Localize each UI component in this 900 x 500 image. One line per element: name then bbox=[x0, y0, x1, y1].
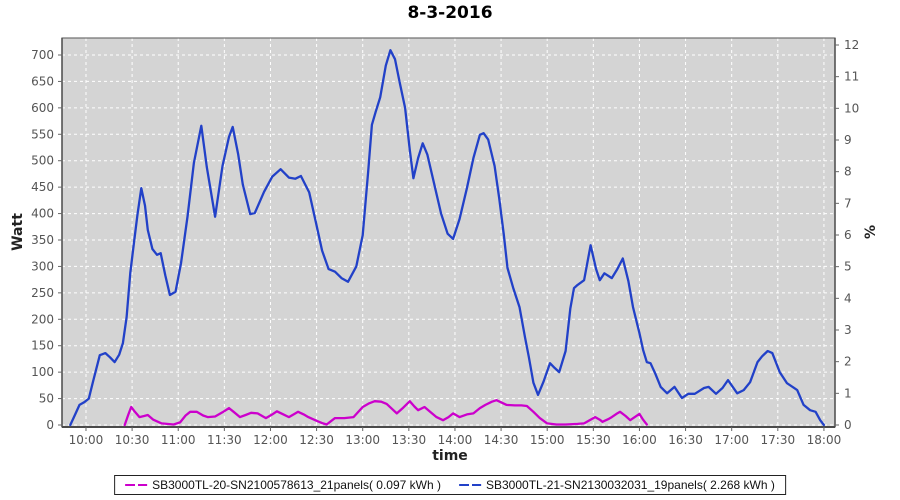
series-line-0 bbox=[123, 399, 648, 427]
left-tick-label: 50 bbox=[39, 392, 54, 406]
left-tick-label: 350 bbox=[31, 233, 54, 247]
right-tick-label: 9 bbox=[844, 133, 852, 147]
x-tick-label: 11:30 bbox=[207, 433, 242, 447]
x-tick-label: 16:30 bbox=[668, 433, 703, 447]
right-tick-label: 11 bbox=[844, 70, 859, 84]
left-tick-label: 450 bbox=[31, 180, 54, 194]
legend-swatch-blue bbox=[459, 484, 481, 486]
chart-title: 8-3-2016 bbox=[407, 3, 493, 23]
right-tick-label: 1 bbox=[844, 386, 852, 400]
left-tick-label: 650 bbox=[31, 74, 54, 88]
x-tick-label: 10:30 bbox=[115, 433, 150, 447]
left-tick-label: 0 bbox=[46, 418, 54, 432]
right-axis-title: % bbox=[863, 224, 879, 240]
x-tick-label: 17:30 bbox=[761, 433, 796, 447]
right-tick-label: 4 bbox=[844, 291, 852, 305]
x-tick-label: 12:00 bbox=[253, 433, 288, 447]
legend-item: SB3000TL-21-SN2130032031_19panels( 2.268… bbox=[459, 478, 775, 492]
x-tick-label: 12:30 bbox=[299, 433, 334, 447]
right-tick-label: 12 bbox=[844, 38, 859, 52]
left-tick-label: 200 bbox=[31, 312, 54, 326]
left-tick-label: 600 bbox=[31, 101, 54, 115]
left-tick-label: 700 bbox=[31, 48, 54, 62]
right-tick-label: 7 bbox=[844, 196, 852, 210]
left-tick-label: 500 bbox=[31, 154, 54, 168]
x-tick-label: 16:00 bbox=[622, 433, 657, 447]
x-axis-title: time bbox=[432, 448, 468, 464]
x-tick-label: 14:30 bbox=[484, 433, 519, 447]
right-tick-label: 5 bbox=[844, 260, 852, 274]
left-tick-label: 100 bbox=[31, 365, 54, 379]
right-tick-label: 6 bbox=[844, 228, 852, 242]
right-tick-label: 8 bbox=[844, 165, 852, 179]
x-tick-label: 15:00 bbox=[530, 433, 565, 447]
x-tick-label: 18:00 bbox=[807, 433, 842, 447]
x-tick-label: 10:00 bbox=[69, 433, 104, 447]
right-tick-label: 0 bbox=[844, 418, 852, 432]
left-tick-label: 550 bbox=[31, 127, 54, 141]
x-tick-label: 14:00 bbox=[438, 433, 473, 447]
left-tick-label: 300 bbox=[31, 259, 54, 273]
right-tick-label: 10 bbox=[844, 101, 859, 115]
legend-item: SB3000TL-20-SN2100578613_21panels( 0.097… bbox=[125, 478, 441, 492]
x-tick-label: 11:00 bbox=[161, 433, 196, 447]
left-axis-title: Watt bbox=[10, 213, 26, 251]
legend-label: SB3000TL-20-SN2100578613_21panels( 0.097… bbox=[152, 478, 441, 492]
left-tick-label: 250 bbox=[31, 286, 54, 300]
right-tick-label: 2 bbox=[844, 355, 852, 369]
left-tick-label: 150 bbox=[31, 339, 54, 353]
legend-label: SB3000TL-21-SN2130032031_19panels( 2.268… bbox=[486, 478, 775, 492]
series-line-1 bbox=[69, 49, 826, 427]
legend-swatch-magenta bbox=[125, 484, 148, 486]
legend: SB3000TL-20-SN2100578613_21panels( 0.097… bbox=[114, 475, 786, 495]
right-tick-label: 3 bbox=[844, 323, 852, 337]
x-tick-label: 15:30 bbox=[576, 433, 611, 447]
x-tick-label: 13:30 bbox=[392, 433, 427, 447]
left-tick-label: 400 bbox=[31, 207, 54, 221]
x-tick-label: 17:00 bbox=[714, 433, 749, 447]
plot-background bbox=[62, 38, 835, 427]
x-tick-label: 13:00 bbox=[345, 433, 380, 447]
